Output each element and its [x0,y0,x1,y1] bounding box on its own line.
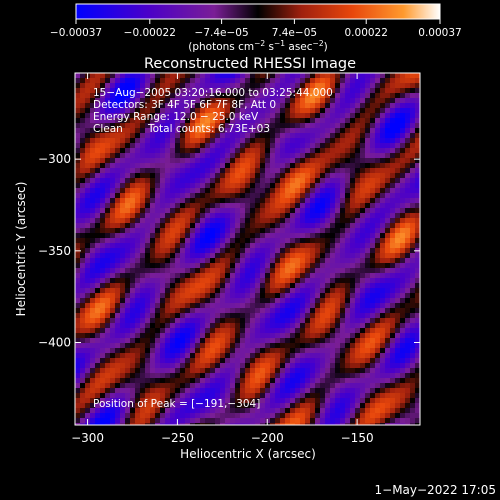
y-tick-label: −400 [38,336,71,350]
annotation-clean-method: Clean [93,123,123,135]
annotation-peak-position: Position of Peak = [−191,−304] [93,398,260,410]
colorbar [75,3,441,20]
x-axis-tick-labels: −300 −250 −200 −150 [71,431,374,445]
colorbar-unit-label: (photons cm−2 s−1 asec−2) [188,39,327,53]
y-tick-label: −350 [38,244,71,258]
plot-frame [74,72,421,426]
annotation-block: 15−Aug−2005 03:20:16.000 to 03:25:44.000… [93,87,333,410]
colorbar-tick-label: 0.00037 [418,27,461,39]
y-axis-tick-labels: −300 −350 −400 [38,152,71,349]
colorbar-tick-label: 0.00022 [345,27,388,39]
colorbar-tick-label: −0.00037 [50,27,102,39]
x-tick-label: −250 [161,431,194,445]
annotation-energy-range: Energy Range: 12.0 − 25.0 keV [93,111,259,123]
x-tick-label: −200 [251,431,284,445]
y-tick-label: −300 [38,152,71,166]
annotation-total-counts: Total counts: 6.73E+03 [147,123,270,135]
chart-title: Reconstructed RHESSI Image [144,56,356,72]
colorbar-tick-label: 7.4e−05 [272,27,317,39]
heatmap-cells [75,73,420,425]
colorbar-tick-labels: −0.00037 −0.00022 −7.4e−05 7.4e−05 0.00022 0.… [50,27,462,39]
colorbar-tick-label: −7.4e−05 [195,27,249,39]
x-axis-ticks [87,73,358,425]
x-axis-label: Heliocentric X (arcsec) [180,447,316,461]
footer-date: 1−May−2022 17:05 [375,483,497,497]
y-axis-label: Heliocentric Y (arcsec) [14,182,28,317]
colorbar-ticks [75,19,441,24]
annotation-detectors: Detectors: 3F 4F 5F 6F 7F 8F, Att 0 [93,99,276,111]
x-tick-label: −300 [71,431,104,445]
y-axis-ticks [75,158,420,343]
annotation-time-range: 15−Aug−2005 03:20:16.000 to 03:25:44.000 [93,87,333,99]
colorbar-tick-label: −0.00022 [124,27,176,39]
x-tick-label: −150 [341,431,374,445]
